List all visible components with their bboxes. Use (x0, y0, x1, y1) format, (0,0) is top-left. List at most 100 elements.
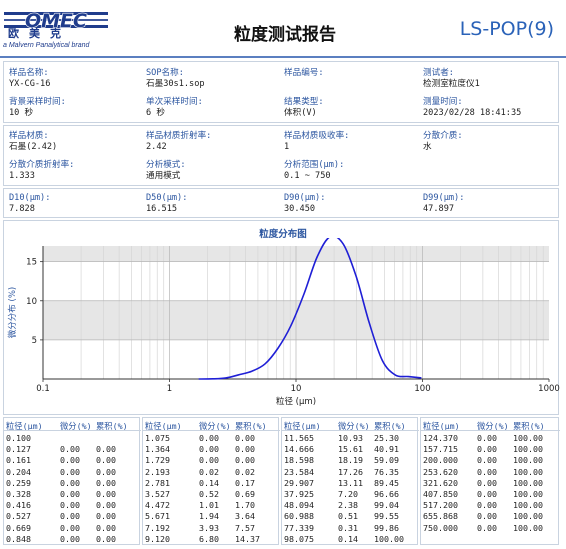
sop-value: 石墨30s1.sop (146, 79, 205, 89)
table-cell: 0.00 (477, 500, 497, 511)
table-cell: 13.11 (338, 477, 363, 488)
table-header-divider (4, 430, 141, 431)
d99-value: 47.897 (423, 204, 455, 214)
table-cell: 37.925 (284, 489, 314, 499)
sample-no-label: 样品编号: (284, 68, 324, 78)
distribution-chart: 0.1 1 10 100 1000 5 10 15 粒径 (μm) 微分分布 (%) (7, 238, 560, 407)
sample-name-value: YX-CG-16 (9, 79, 51, 89)
absorption-value: 1 (284, 142, 290, 152)
table-cell: 0.00 (477, 444, 497, 455)
x-tick-label: 1 (167, 384, 172, 394)
table-cell: 100.00 (513, 466, 543, 477)
table-cell: 100.00 (513, 522, 543, 533)
omec-logo: OMEC (4, 9, 108, 33)
table-cell: 0.328 (6, 489, 31, 499)
table-cell: 0.259 (6, 477, 31, 488)
table-cell: 0.00 (199, 455, 219, 466)
table-cell: 0.00 (96, 533, 116, 544)
table-cell: 321.620 (423, 477, 458, 488)
table-cell: 0.02 (199, 466, 219, 477)
material-section: 样品材质: 石墨(2.42) 样品材质折射率: 2.42 样品材质吸收率: 1 … (3, 125, 559, 186)
table-cell: 0.00 (60, 466, 80, 477)
report-header: OMEC 欧美克 a Malvern Panalytical brand 粒度测… (0, 0, 566, 58)
medium-ri-label: 分散介质折射率: (9, 160, 75, 170)
table-cell: 0.00 (96, 511, 116, 522)
table-header-cell: 累积(%) (235, 421, 267, 431)
table-cell: 29.907 (284, 477, 314, 488)
table-cell: 0.00 (60, 477, 80, 488)
table-cell: 100.00 (513, 489, 543, 499)
table-cell: 0.00 (96, 466, 116, 477)
table-cell: 11.565 (284, 433, 314, 443)
table-cell: 100.00 (513, 433, 543, 443)
table-cell: 59.09 (374, 455, 399, 466)
y-axis-label: 微分分布 (%) (7, 287, 18, 338)
table-cell: 6.80 (199, 533, 219, 544)
analysis-range-value: 0.1 ~ 750 (284, 171, 331, 181)
table-cell: 0.51 (338, 511, 358, 522)
table-cell: 0.00 (60, 511, 80, 522)
medium-ri-value: 1.333 (9, 171, 35, 181)
table-cell: 100.00 (513, 511, 543, 522)
refractive-index-value: 2.42 (146, 142, 167, 152)
table-cell: 5.671 (145, 511, 170, 522)
measure-time-label: 测量时间: (423, 97, 463, 107)
table-header-cell: 累积(%) (513, 421, 545, 431)
table-header-cell: 微分(%) (60, 421, 92, 431)
table-cell: 0.669 (6, 522, 31, 533)
table-cell: 0.00 (60, 500, 80, 511)
table-cell: 10.93 (338, 433, 363, 443)
table-cell: 0.00 (235, 433, 255, 443)
table-cell: 0.02 (235, 466, 255, 477)
tester-value: 检测室粒度仪1 (423, 79, 480, 89)
table-header-divider (421, 430, 560, 431)
result-type-label: 结果类型: (284, 97, 324, 107)
table-cell: 1.729 (145, 455, 170, 466)
y-tick-label: 15 (26, 258, 37, 268)
table-header-cell: 微分(%) (199, 421, 231, 431)
table-header-cell: 粒径(μm) (423, 421, 460, 431)
table-cell: 0.00 (477, 511, 497, 522)
material-value: 石墨(2.42) (9, 142, 58, 152)
table-cell: 17.26 (338, 466, 363, 477)
table-cell: 0.00 (477, 522, 497, 533)
chart-title: 粒度分布图 (259, 229, 307, 240)
table-cell: 0.00 (60, 444, 80, 455)
table-cell: 2.781 (145, 477, 170, 488)
table-cell: 0.00 (235, 455, 255, 466)
table-header-divider (143, 430, 280, 431)
single-time-label: 单次采样时间: (146, 97, 203, 107)
table-column-group: 粒径(μm) 微分(%) 累积(%) 1.075 0.00 0.00 1.364 0.00 0.… (142, 417, 280, 545)
refractive-index-label: 样品材质折射率: (146, 131, 212, 141)
table-cell: 1.364 (145, 444, 170, 455)
table-cell: 76.35 (374, 466, 399, 477)
table-cell: 14.666 (284, 444, 314, 455)
chart-section (3, 220, 559, 415)
table-cell: 0.00 (96, 477, 116, 488)
table-cell: 0.00 (199, 444, 219, 455)
table-header-cell: 粒径(μm) (6, 421, 43, 431)
single-time-value: 6 秒 (146, 108, 165, 118)
table-cell: 18.598 (284, 455, 314, 466)
x-tick-label: 1000 (538, 384, 560, 394)
table-cell: 100.00 (513, 455, 543, 466)
table-cell: 77.339 (284, 522, 314, 533)
table-cell: 14.37 (235, 533, 260, 544)
table-cell: 0.00 (96, 489, 116, 499)
table-cell: 0.52 (199, 489, 219, 499)
table-cell: 3.527 (145, 489, 170, 499)
x-tick-label: 100 (414, 384, 430, 394)
measure-time-value: 2023/02/28 18:41:35 (423, 108, 522, 118)
tester-label: 测试者: (423, 68, 454, 78)
table-cell: 99.04 (374, 500, 399, 511)
table-cell: 89.45 (374, 477, 399, 488)
table-cell: 0.00 (477, 466, 497, 477)
bg-time-label: 背景采样时间: (9, 97, 66, 107)
table-column-group: 粒径(μm) 微分(%) 累积(%) 124.370 0.00 100.00 157.715… (420, 417, 560, 545)
table-cell: 0.00 (60, 533, 80, 544)
table-cell: 1.94 (199, 511, 219, 522)
table-cell: 7.57 (235, 522, 255, 533)
table-cell: 0.100 (6, 433, 31, 443)
analysis-mode-value: 通用模式 (146, 171, 181, 181)
table-cell: 100.00 (374, 533, 404, 544)
